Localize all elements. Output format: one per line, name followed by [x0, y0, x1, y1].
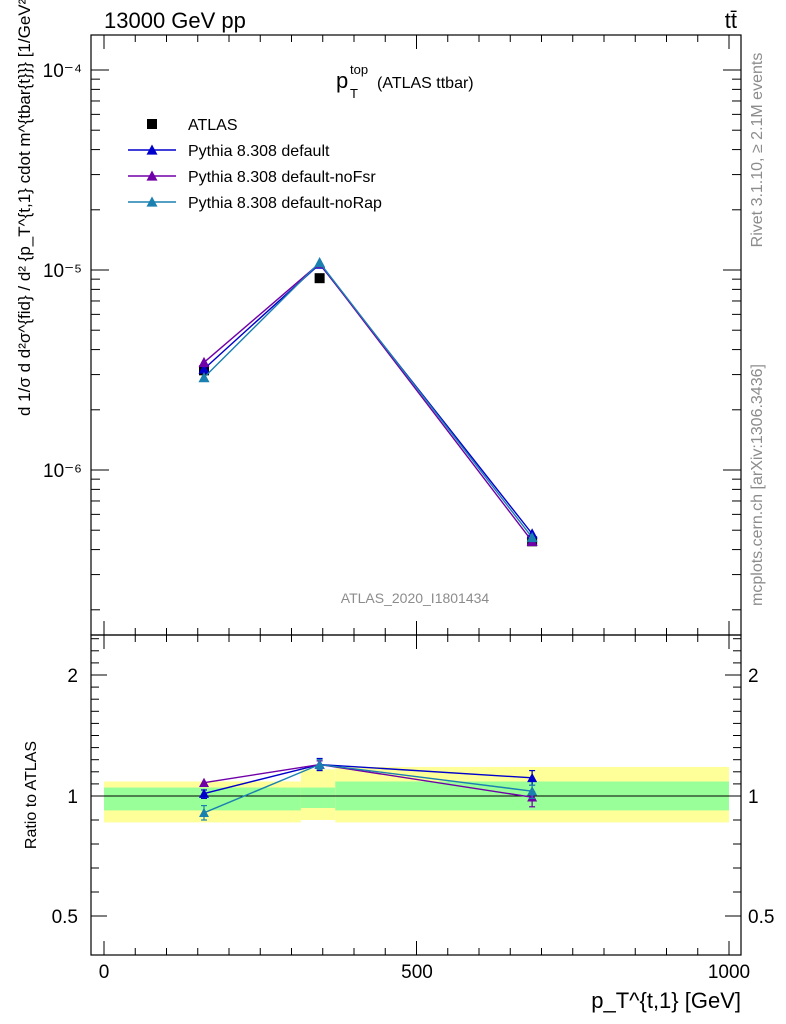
x-tick-label: 1000 — [708, 962, 750, 983]
legend-marker — [146, 144, 158, 155]
ratio-point — [314, 759, 325, 769]
ratio-point — [199, 788, 209, 798]
title-sub: T — [350, 86, 358, 101]
ratio-point — [199, 777, 209, 787]
ratio-point — [527, 786, 538, 796]
y-tick-label: 10⁻⁵ — [43, 261, 82, 282]
y-tick-label: 10⁻⁴ — [43, 61, 82, 82]
title-main: p — [336, 68, 348, 93]
y-tick-label-right: 0.5 — [748, 907, 774, 928]
series-line — [203, 263, 533, 535]
legend-marker — [147, 119, 157, 129]
main-y-axis-label: d 1/σ d d²σ^{fid} / d² {p_T^{t,1} cdot m… — [15, 0, 34, 416]
title-sup: top — [350, 62, 368, 77]
mcplots-label: mcplots.cern.ch [arXiv:1306.3436] — [749, 364, 766, 606]
legend-marker — [146, 196, 158, 207]
legend-label: Pythia 8.308 default — [188, 143, 330, 160]
uncertainty-band-inner — [300, 787, 336, 808]
main-ticks — [91, 35, 741, 635]
energy-label: 13000 GeV pp — [104, 8, 246, 33]
ratio-series — [199, 757, 538, 821]
y-tick-label: 1 — [67, 787, 78, 808]
data-point-atlas — [314, 273, 325, 284]
ratio-panel: 0.5 1 2 0.5 1 2 0 500 1000 Ratio to ATLA… — [23, 634, 775, 1013]
data-point — [198, 363, 210, 374]
x-tick-label: 0 — [99, 962, 110, 983]
ratio-point — [199, 807, 209, 818]
series-line — [203, 261, 533, 538]
x-tick-labels: 0 500 1000 — [99, 962, 750, 983]
plot-title: p top T (ATLAS ttbar) — [336, 62, 474, 101]
legend: ATLAS Pythia 8.308 default Pythia 8.308 de… — [128, 117, 382, 212]
legend-label: Pythia 8.308 default-noRap — [188, 195, 382, 212]
rivet-label: Rivet 3.1.10, ≥ 2.1M events — [749, 53, 766, 248]
y-tick-label: 0.5 — [52, 907, 78, 928]
ratio-y-tick-labels: 0.5 1 2 0.5 1 2 — [52, 666, 775, 928]
ratio-y-axis-label: Ratio to ATLAS — [23, 741, 40, 849]
title-rest: (ATLAS ttbar) — [377, 75, 474, 92]
legend-label: ATLAS — [188, 117, 238, 134]
series-line — [203, 262, 533, 542]
y-tick-label: 2 — [67, 666, 78, 687]
analysis-label: ATLAS_2020_I1801434 — [341, 590, 490, 606]
legend-marker — [146, 170, 158, 181]
x-axis-label: p_T^{t,1} [GeV] — [591, 988, 741, 1013]
y-tick-label-right: 1 — [748, 787, 759, 808]
legend-label: Pythia 8.308 default-noFsr — [188, 169, 376, 186]
data-point — [198, 372, 210, 383]
ratio-point — [527, 772, 538, 783]
data-point — [526, 531, 538, 543]
process-label: tt̄ — [725, 8, 737, 33]
data-point — [314, 257, 326, 268]
ratio-bands — [104, 766, 729, 823]
data-point — [198, 356, 210, 368]
y-tick-label-right: 2 — [748, 666, 759, 687]
y-tick-label: 10⁻⁶ — [43, 461, 82, 482]
x-tick-label: 500 — [401, 962, 433, 983]
main-series — [198, 257, 538, 547]
ratio-ticks — [91, 635, 741, 955]
main-y-tick-labels: 10⁻⁶ 10⁻⁵ 10⁻⁴ — [43, 61, 82, 482]
main-panel: 10⁻⁶ 10⁻⁵ 10⁻⁴ p top T (ATLAS ttbar) d 1… — [15, 0, 742, 636]
